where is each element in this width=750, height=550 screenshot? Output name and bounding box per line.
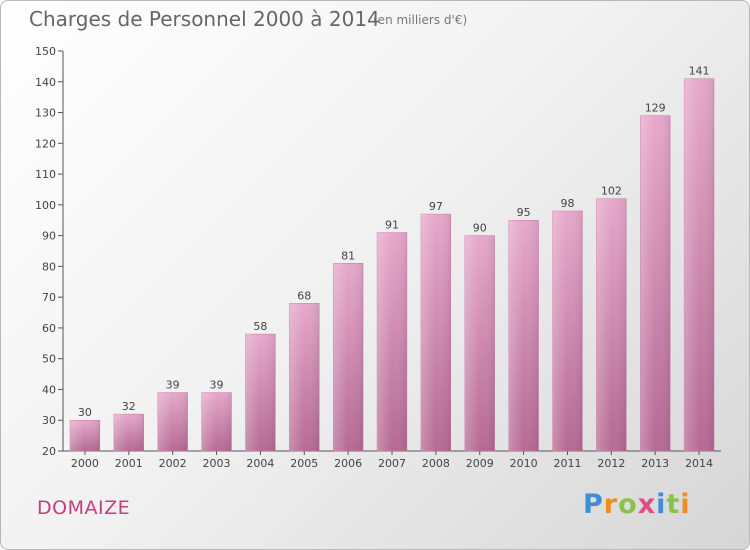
data-label: 95: [517, 206, 531, 219]
bar-shading: [508, 220, 539, 451]
y-tick-label: 90: [42, 230, 56, 243]
x-tick-label: 2004: [246, 457, 274, 470]
chart-subtitle: (en milliers d'€): [373, 13, 468, 27]
bar-shading: [70, 420, 100, 451]
x-tick-label: 2005: [290, 457, 318, 470]
data-label: 90: [473, 222, 487, 235]
bar-shading: [245, 334, 276, 451]
y-tick-label: 70: [42, 291, 56, 304]
y-tick-label: 120: [35, 137, 56, 150]
bar-shading: [596, 198, 627, 451]
x-tick-label: 2011: [553, 457, 581, 470]
data-label: 141: [689, 65, 710, 78]
x-tick-label: 2009: [466, 457, 494, 470]
data-labels: 30 32 39 39 58 68 81 91 97 90 95 98 102 129 141: [78, 65, 710, 420]
data-label: 129: [645, 102, 666, 115]
y-tick-label: 150: [35, 45, 56, 58]
x-tick-label: 2013: [641, 457, 669, 470]
bar-shading: [377, 232, 407, 451]
bar-shading: [157, 392, 188, 451]
commune-name: DOMAIZE: [37, 497, 131, 519]
x-tick-label: 2007: [378, 457, 406, 470]
data-label: 102: [601, 185, 622, 198]
bar-shading: [113, 414, 144, 451]
chart-title: Charges de Personnel 2000 à 2014: [29, 7, 380, 31]
x-tick-label: 2014: [685, 457, 713, 470]
data-label: 58: [253, 320, 267, 333]
y-tick-label: 50: [42, 353, 56, 366]
bar-shading: [420, 214, 451, 451]
y-tick-label: 140: [35, 76, 56, 89]
y-tick-label: 110: [35, 168, 56, 181]
y-tick-label: 100: [35, 199, 56, 212]
bar-shading: [464, 235, 495, 451]
logo-letter: t: [666, 489, 681, 520]
logo-letter: i: [680, 489, 691, 520]
data-label: 97: [429, 200, 443, 213]
data-label: 32: [122, 400, 136, 413]
bar-shading: [552, 211, 583, 451]
y-tick-label: 80: [42, 260, 56, 273]
y-tick-label: 30: [42, 414, 56, 427]
bar-shading: [640, 115, 671, 451]
x-tick-label: 2010: [510, 457, 538, 470]
data-label: 81: [341, 249, 355, 262]
x-tick-label: 2008: [422, 457, 450, 470]
logo-letter: r: [603, 489, 619, 520]
bar-series: [69, 78, 715, 452]
x-tick-label: 2001: [115, 457, 143, 470]
y-tick-label: 40: [42, 383, 56, 396]
bar-shading: [684, 78, 714, 451]
logo-letter: x: [637, 489, 657, 520]
data-label: 30: [78, 406, 92, 419]
x-tick-label: 2000: [71, 457, 99, 470]
data-label: 91: [385, 219, 399, 232]
data-label: 68: [297, 289, 311, 302]
x-tick-label: 2012: [597, 457, 625, 470]
data-label: 39: [210, 379, 224, 392]
data-label: 98: [560, 197, 574, 210]
logo-letter: o: [618, 489, 638, 520]
y-tick-label: 20: [42, 445, 56, 458]
bar-shading: [201, 392, 232, 451]
bar-shading: [333, 263, 364, 451]
logo-letter: P: [583, 489, 604, 520]
y-tick-label: 60: [42, 322, 56, 335]
proxiti-logo: Proxiti: [583, 489, 691, 520]
x-tick-label: 2003: [203, 457, 231, 470]
logo-letter: i: [656, 489, 667, 520]
y-tick-label: 130: [35, 107, 56, 120]
x-tick-label: 2002: [159, 457, 187, 470]
data-label: 39: [166, 379, 180, 392]
x-tick-label: 2006: [334, 457, 362, 470]
bar-shading: [289, 303, 320, 451]
chart-axes: 20 30 40 50 60 70 80 90 100 110 120 130 140 150 2000 20…: [35, 45, 721, 470]
